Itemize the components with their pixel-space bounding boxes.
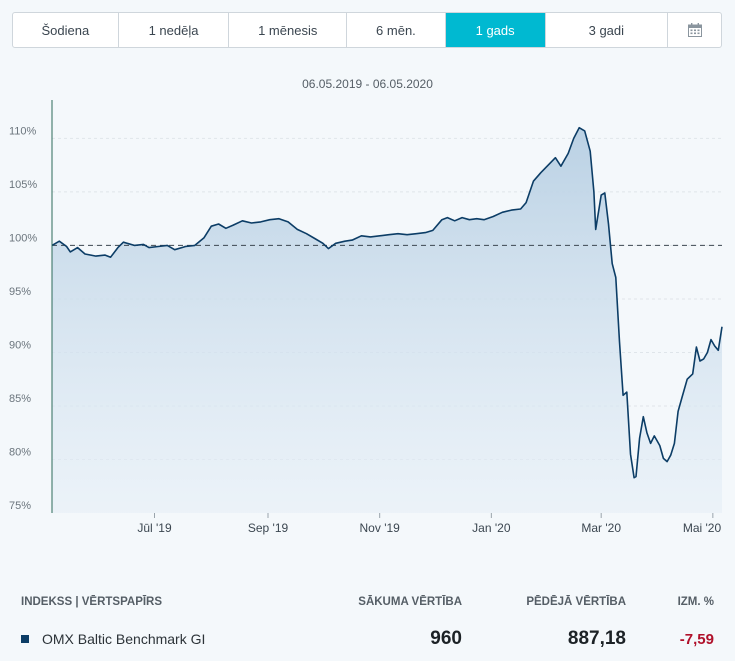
tab-2[interactable]: 1 mēnesis: [229, 13, 348, 47]
calendar-icon: [687, 23, 702, 37]
row-last-value: 887,18: [567, 628, 626, 649]
tab-3[interactable]: 6 mēn.: [347, 13, 446, 47]
index-chart: 75% 80% 85% 90% 95% 100% 105% 110% Jūl '19 Sep '1…: [9, 100, 723, 535]
y-tick-label: 85%: [9, 393, 31, 405]
x-tick-label: Sep '19: [248, 521, 289, 535]
series-area: [52, 127, 722, 513]
row-name: OMX Baltic Benchmark GI: [42, 631, 206, 647]
table-row[interactable]: OMX Baltic Benchmark GI 960 887,18 -7,59: [0, 626, 735, 652]
tab-5[interactable]: 3 gadi: [546, 13, 669, 47]
date-range: 06.05.2019 - 06.05.2020: [302, 77, 433, 91]
table-header: INDEKSS | VĒRTSPAPĪRS SĀKUMA VĒRTĪBA PĒD…: [0, 596, 735, 610]
row-change: -7,59: [679, 631, 714, 648]
y-tick-label: 80%: [9, 446, 31, 458]
x-tick-label: Jūl '19: [137, 521, 172, 535]
row-start-value: 960: [430, 628, 462, 649]
period-tabs: Šodiena 1 nedēļa 1 mēnesis 6 mēn. 1 gads 3 ga…: [12, 12, 722, 48]
series-color-swatch: [21, 635, 29, 643]
y-tick-label: 100%: [9, 232, 37, 244]
tab-0[interactable]: Šodiena: [13, 13, 119, 47]
header-index: INDEKSS | VĒRTSPAPĪRS: [21, 596, 163, 608]
series-line: [51, 126, 723, 479]
tab-4[interactable]: 1 gads: [445, 13, 546, 47]
y-tick-label: 110%: [9, 125, 37, 137]
y-tick-label: 90%: [9, 339, 31, 351]
x-tick-label: Nov '19: [360, 521, 401, 535]
x-tick-label: Mai '20: [683, 521, 722, 535]
y-tick-label: 105%: [9, 179, 37, 191]
y-tick-label: 75%: [9, 500, 31, 512]
y-tick-label: 95%: [9, 286, 31, 298]
tab-1[interactable]: 1 nedēļa: [119, 13, 230, 47]
header-change: IZM. %: [677, 596, 714, 608]
tab-calendar[interactable]: [668, 13, 721, 47]
header-last-value: PĒDĒJĀ VĒRTĪBA: [526, 596, 626, 608]
header-start-value: SĀKUMA VĒRTĪBA: [358, 596, 462, 608]
x-tick-label: Mar '20: [581, 521, 621, 535]
x-tick-label: Jan '20: [472, 521, 511, 535]
